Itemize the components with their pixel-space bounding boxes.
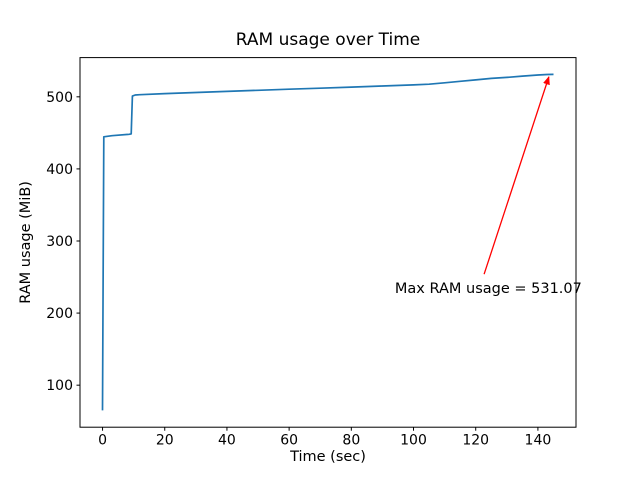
annotation-text: Max RAM usage = 531.07 — [395, 281, 582, 297]
plot-border — [79, 57, 577, 428]
axes-ticks: 0 20 40 60 80 100 120 140 100 200 300 400 500 — [46, 90, 551, 449]
chart-title: RAM usage over Time — [236, 30, 420, 50]
x-tick-label: 0 — [98, 433, 107, 449]
ram-usage-line — [101, 73, 554, 411]
y-tick-label: 400 — [46, 162, 73, 178]
x-tick-label: 20 — [156, 433, 174, 449]
x-tick-label: 60 — [280, 433, 298, 449]
y-tick-label: 200 — [46, 306, 73, 322]
x-tick-label: 120 — [462, 433, 489, 449]
x-tick-label: 100 — [400, 433, 427, 449]
y-tick-label: 500 — [46, 90, 73, 106]
y-axis-label: RAM usage (MiB) — [18, 181, 34, 304]
x-tick-label: 140 — [525, 433, 552, 449]
x-tick-label: 40 — [218, 433, 236, 449]
y-tick-label: 300 — [46, 234, 73, 250]
y-tick-label: 100 — [46, 378, 73, 394]
x-axis-label: Time (sec) — [289, 449, 366, 465]
x-tick-label: 80 — [342, 433, 360, 449]
annotation-arrow — [483, 76, 550, 275]
